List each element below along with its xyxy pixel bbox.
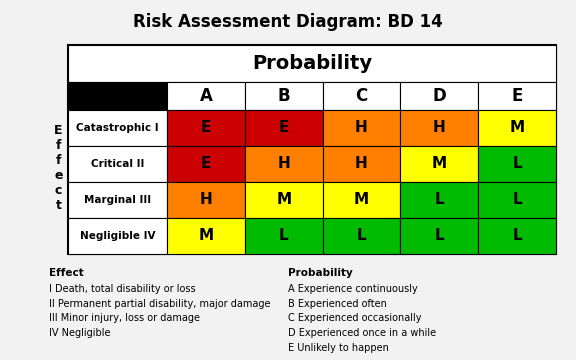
Text: L: L [512, 156, 522, 171]
Text: Probability: Probability [288, 268, 353, 278]
Text: B: B [278, 87, 290, 105]
Text: M: M [198, 228, 214, 243]
Text: B Experienced often: B Experienced often [288, 299, 387, 309]
Text: II Permanent partial disability, major damage: II Permanent partial disability, major d… [49, 299, 271, 309]
Text: H: H [355, 120, 368, 135]
Text: H: H [199, 192, 213, 207]
Text: L: L [434, 192, 444, 207]
Text: E: E [279, 120, 289, 135]
Text: M: M [509, 120, 525, 135]
Text: C Experienced occasionally: C Experienced occasionally [288, 313, 422, 323]
Text: D: D [433, 87, 446, 105]
Text: L: L [512, 228, 522, 243]
Text: L: L [279, 228, 289, 243]
Text: L: L [434, 228, 444, 243]
Text: L: L [357, 228, 366, 243]
Text: E Unlikely to happen: E Unlikely to happen [288, 342, 389, 352]
Text: A Experience continuously: A Experience continuously [288, 284, 418, 294]
Text: III Minor injury, loss or damage: III Minor injury, loss or damage [49, 313, 200, 323]
Text: M: M [431, 156, 447, 171]
Text: Probability: Probability [252, 54, 372, 73]
Text: E: E [511, 87, 522, 105]
Text: H: H [277, 156, 290, 171]
Text: E
f
f
e
c
t: E f f e c t [54, 124, 63, 212]
Text: M: M [276, 192, 291, 207]
Text: M: M [354, 192, 369, 207]
Text: I Death, total disability or loss: I Death, total disability or loss [49, 284, 196, 294]
Text: Marginal III: Marginal III [84, 195, 151, 205]
Text: Critical II: Critical II [91, 159, 145, 169]
Text: Negligible IV: Negligible IV [80, 231, 156, 241]
Text: E: E [201, 120, 211, 135]
Text: L: L [512, 192, 522, 207]
Text: IV Negligible: IV Negligible [49, 328, 111, 338]
Text: A: A [199, 87, 213, 105]
Text: Catastrophic I: Catastrophic I [77, 123, 159, 133]
Text: E: E [201, 156, 211, 171]
Text: Effect: Effect [49, 268, 84, 278]
Text: C: C [355, 87, 367, 105]
Text: H: H [355, 156, 368, 171]
Text: Risk Assessment Diagram: BD 14: Risk Assessment Diagram: BD 14 [133, 13, 443, 31]
Text: H: H [433, 120, 446, 135]
Text: D Experienced once in a while: D Experienced once in a while [288, 328, 436, 338]
